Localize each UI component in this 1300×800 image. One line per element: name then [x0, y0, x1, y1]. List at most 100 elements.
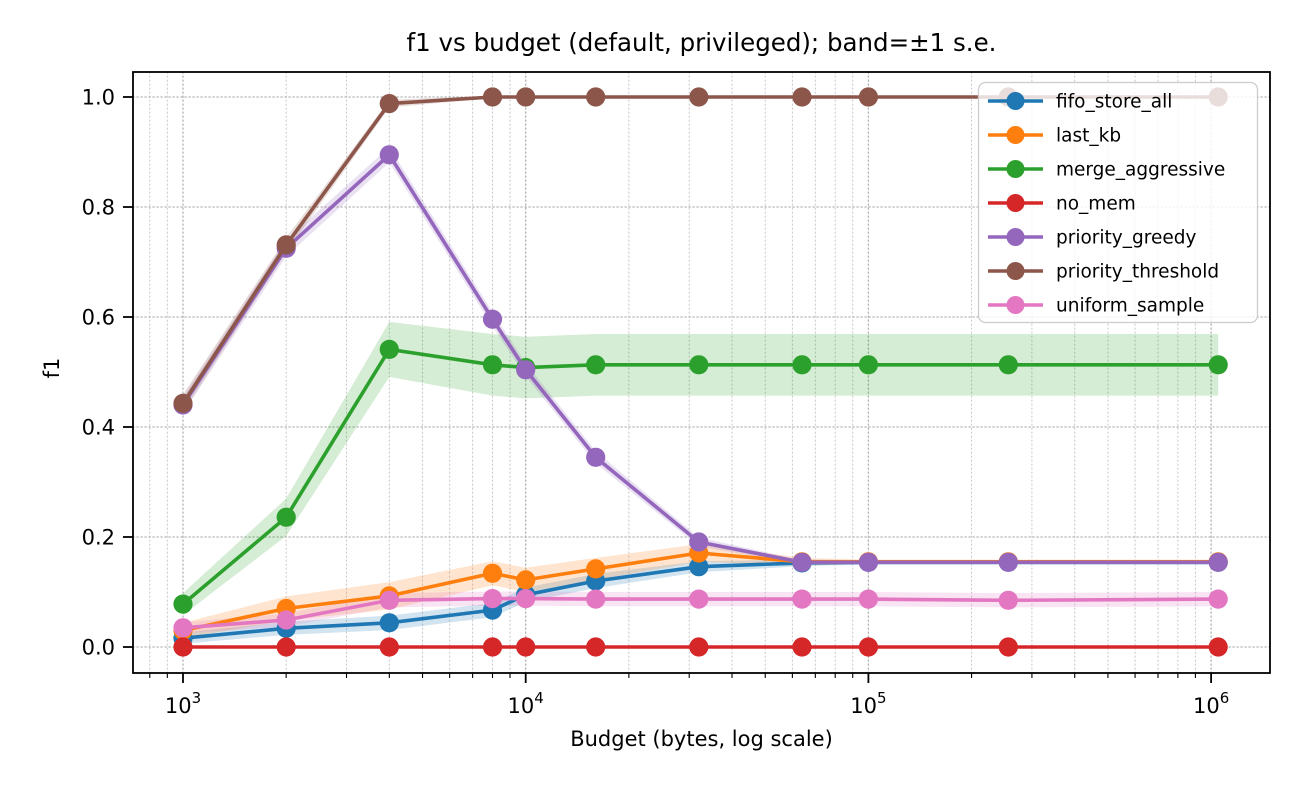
- chart-title: f1 vs budget (default, privileged); band…: [406, 28, 997, 57]
- legend-item-merge_aggressive: merge_aggressive: [988, 160, 1225, 181]
- marker-merge_aggressive: [858, 355, 879, 375]
- marker-uniform_sample: [689, 589, 709, 609]
- marker-uniform_sample: [1208, 589, 1228, 609]
- legend-label: uniform_sample: [1056, 296, 1204, 317]
- marker-priority_threshold: [689, 87, 709, 107]
- y-tick-label: 0.8: [82, 196, 115, 220]
- marker-priority_threshold: [792, 87, 812, 107]
- tick-labels: 0.0 0.2 0.4 0.6 0.8 1.0 103 104 105 106: [82, 86, 1230, 719]
- marker-merge_aggressive: [689, 355, 709, 375]
- marker-priority_threshold: [516, 87, 536, 107]
- legend-label: merge_aggressive: [1056, 160, 1225, 181]
- marker-merge_aggressive: [998, 355, 1018, 375]
- marker-priority_greedy: [792, 552, 812, 572]
- legend-marker: [1006, 228, 1025, 246]
- marker-uniform_sample: [379, 590, 399, 610]
- marker-priority_threshold: [858, 87, 879, 107]
- marker-priority_greedy: [1208, 552, 1228, 572]
- legend-marker: [1006, 262, 1025, 280]
- marker-merge_aggressive: [173, 594, 193, 614]
- marker-uniform_sample: [276, 610, 296, 630]
- x-tick-label: 106: [1193, 689, 1229, 718]
- x-tick-label: 104: [508, 689, 544, 718]
- legend-label: last_kb: [1056, 126, 1121, 147]
- legend-label: fifo_store_all: [1056, 92, 1172, 113]
- y-tick-label: 0.6: [82, 306, 115, 330]
- y-tick-label: 0.0: [82, 636, 115, 660]
- legend: fifo_store_all last_kb merge_aggressive no_…: [977, 81, 1259, 324]
- marker-priority_greedy: [586, 447, 606, 467]
- marker-merge_aggressive: [1208, 355, 1228, 375]
- marker-no_mem: [276, 637, 296, 657]
- legend-box: [977, 81, 1259, 324]
- band-merge_aggressive: [183, 321, 1219, 616]
- marker-uniform_sample: [516, 589, 536, 609]
- legend-marker: [1006, 126, 1025, 144]
- legend-label: priority_threshold: [1056, 262, 1219, 283]
- legend-marker: [1006, 92, 1025, 110]
- legend-label: priority_greedy: [1056, 228, 1196, 249]
- legend-marker: [1006, 296, 1025, 314]
- legend-item-priority_threshold: priority_threshold: [988, 262, 1219, 283]
- marker-last_kb: [516, 570, 536, 590]
- marker-priority_greedy: [998, 552, 1018, 572]
- legend-item-priority_greedy: priority_greedy: [988, 228, 1196, 249]
- marker-no_mem: [858, 637, 879, 657]
- marker-uniform_sample: [858, 589, 879, 609]
- marker-merge_aggressive: [482, 355, 503, 375]
- marker-no_mem: [1208, 637, 1228, 657]
- marker-uniform_sample: [586, 589, 606, 609]
- marker-priority_greedy: [379, 145, 399, 165]
- marker-priority_greedy: [689, 532, 709, 552]
- marker-uniform_sample: [173, 618, 193, 638]
- marker-priority_greedy: [516, 360, 536, 380]
- ticks: [123, 96, 1212, 683]
- marker-uniform_sample: [482, 589, 503, 609]
- marker-last_kb: [482, 563, 503, 583]
- band-uniform_sample: [183, 591, 1219, 634]
- marker-no_mem: [379, 637, 399, 657]
- x-tick-label: 103: [165, 689, 201, 718]
- legend-marker: [1006, 194, 1025, 212]
- marker-merge_aggressive: [379, 339, 399, 359]
- marker-priority_threshold: [586, 87, 606, 107]
- marker-merge_aggressive: [276, 507, 296, 527]
- legend-item-no_mem: no_mem: [988, 194, 1136, 215]
- marker-fifo_store_all: [689, 557, 709, 577]
- band-fifo_store_all: [183, 559, 1219, 644]
- series-uniform_sample: [173, 589, 1228, 638]
- marker-priority_greedy: [858, 552, 879, 572]
- marker-priority_threshold: [173, 393, 193, 413]
- x-axis-label: Budget (bytes, log scale): [570, 727, 833, 751]
- axes-frame: [132, 71, 1271, 674]
- legend-marker: [1006, 160, 1025, 178]
- y-tick-label: 1.0: [82, 86, 115, 110]
- marker-no_mem: [586, 637, 606, 657]
- marker-merge_aggressive: [792, 355, 812, 375]
- y-tick-label: 0.2: [82, 526, 115, 550]
- marker-fifo_store_all: [379, 613, 399, 633]
- marker-priority_threshold: [276, 235, 296, 255]
- y-axis-label: f1: [40, 357, 64, 379]
- marker-no_mem: [998, 637, 1018, 657]
- marker-no_mem: [482, 637, 503, 657]
- legend-item-fifo_store_all: fifo_store_all: [988, 92, 1172, 113]
- x-tick-label: 105: [850, 689, 886, 718]
- marker-priority_threshold: [482, 87, 503, 107]
- marker-last_kb: [586, 559, 606, 579]
- marker-uniform_sample: [792, 589, 812, 609]
- marker-no_mem: [173, 637, 193, 657]
- marker-no_mem: [792, 637, 812, 657]
- marker-priority_threshold: [379, 94, 399, 114]
- legend-item-last_kb: last_kb: [988, 126, 1121, 147]
- legend-item-uniform_sample: uniform_sample: [988, 296, 1204, 317]
- marker-uniform_sample: [998, 590, 1018, 610]
- marker-priority_greedy: [482, 309, 503, 329]
- legend-label: no_mem: [1056, 194, 1136, 215]
- y-tick-label: 0.4: [82, 416, 115, 440]
- series-no_mem: [173, 637, 1228, 657]
- marker-no_mem: [516, 637, 536, 657]
- marker-no_mem: [689, 637, 709, 657]
